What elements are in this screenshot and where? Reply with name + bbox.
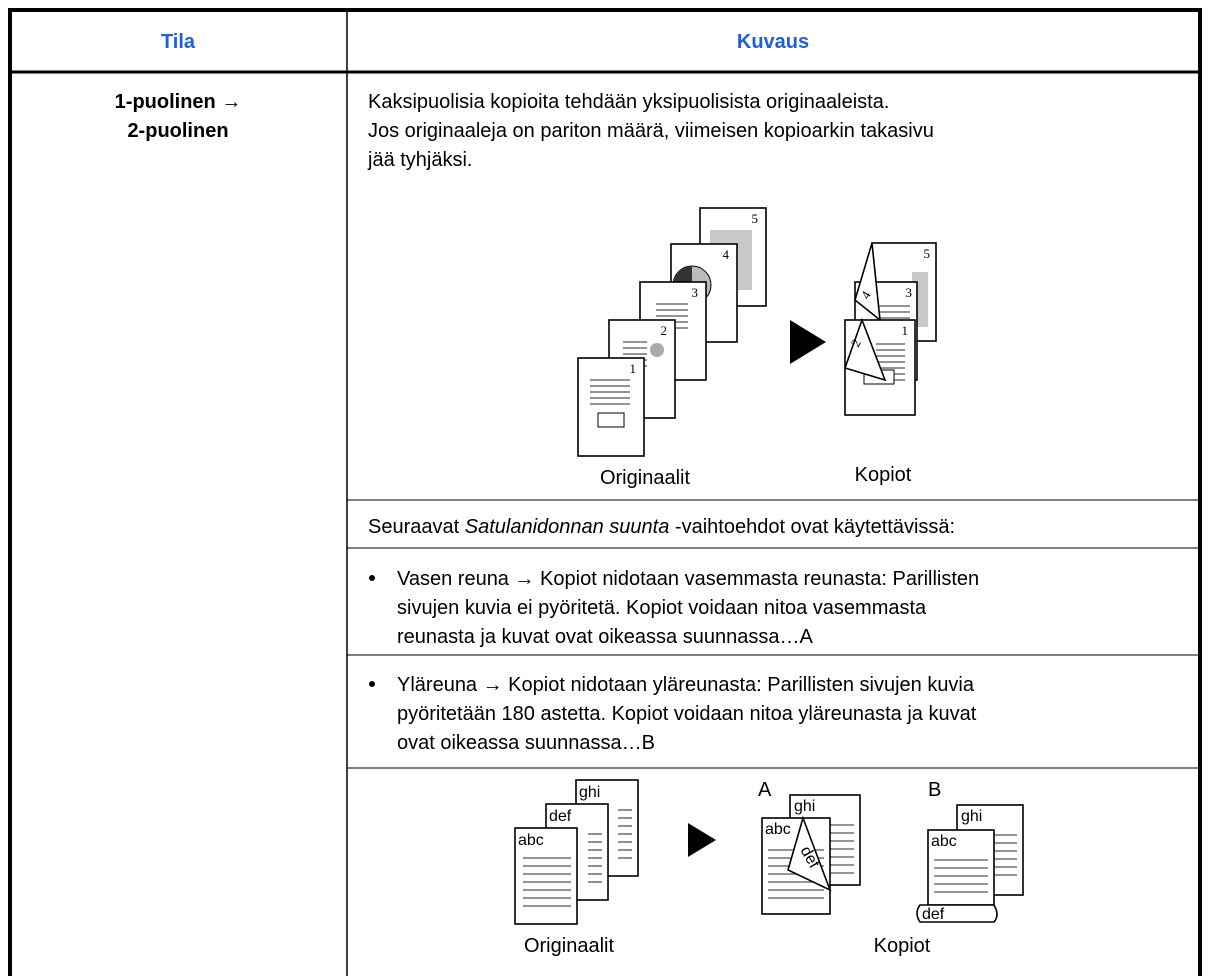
figure-label: Kopiot	[855, 464, 912, 486]
image-box	[597, 412, 625, 428]
curled-page	[916, 904, 998, 923]
page-text: abc	[931, 833, 957, 850]
page	[514, 827, 578, 925]
page-number: 4	[723, 247, 730, 262]
description-text: Kaksipuolisia kopioita tehdään yksipuoli…	[368, 91, 889, 113]
bullet	[369, 575, 375, 581]
mode-text: 2-puolinen	[127, 120, 228, 142]
page-text: ghi	[794, 798, 815, 815]
page-text: def	[549, 808, 572, 825]
page	[577, 357, 645, 457]
folded-corner	[843, 317, 887, 382]
arrow	[790, 320, 826, 364]
folded-corner	[787, 815, 832, 892]
description-text: jää tyhjäksi.	[367, 149, 473, 171]
bullet-text: Yläreuna → Kopiot nidotaan yläreunasta: …	[397, 674, 975, 696]
figure-label: Originaalit	[600, 467, 690, 489]
page-number: 5	[924, 246, 931, 261]
mode-text: 1-puolinen →	[115, 91, 242, 113]
description-text: Seuraavat Satulanidonnan suunta -vaihtoe…	[368, 516, 955, 538]
page-number: 1	[630, 361, 637, 376]
bullet-text: sivujen kuvia ei pyöritetä. Kopiot voida…	[397, 597, 927, 619]
figure-label: Originaalit	[524, 935, 614, 957]
description-text: Jos originaaleja on pariton määrä, viime…	[368, 120, 934, 142]
table-frame	[8, 8, 1202, 976]
page-number: 3	[906, 285, 913, 300]
header-cell: Tila	[161, 31, 196, 53]
page-text: ghi	[579, 784, 600, 801]
page-number: 2	[661, 323, 668, 338]
page-text: def	[922, 906, 945, 923]
bullet-text: ovat oikeassa suunnassa…B	[397, 732, 655, 754]
bullet-text: pyöritetään 180 astetta. Kopiot voidaan …	[397, 703, 977, 725]
bullet-text: reunasta ja kuvat ovat oikeassa suunnass…	[397, 626, 813, 648]
page-text: abc	[518, 832, 544, 849]
page-number: 3	[692, 285, 699, 300]
bullet-text: Vasen reuna → Kopiot nidotaan vasemmasta…	[397, 568, 979, 590]
variant-label: B	[928, 779, 941, 801]
figure-label: Kopiot	[874, 935, 931, 957]
page-number: 5	[752, 211, 759, 226]
folded-corner	[854, 242, 881, 322]
page-text: abc	[765, 821, 791, 838]
variant-label: A	[758, 779, 772, 801]
arrow	[688, 823, 716, 857]
bullet	[369, 681, 375, 687]
page-number: 1	[902, 323, 909, 338]
page-text: ghi	[961, 808, 982, 825]
header-cell: Kuvaus	[737, 31, 809, 53]
image-circle	[650, 343, 664, 357]
